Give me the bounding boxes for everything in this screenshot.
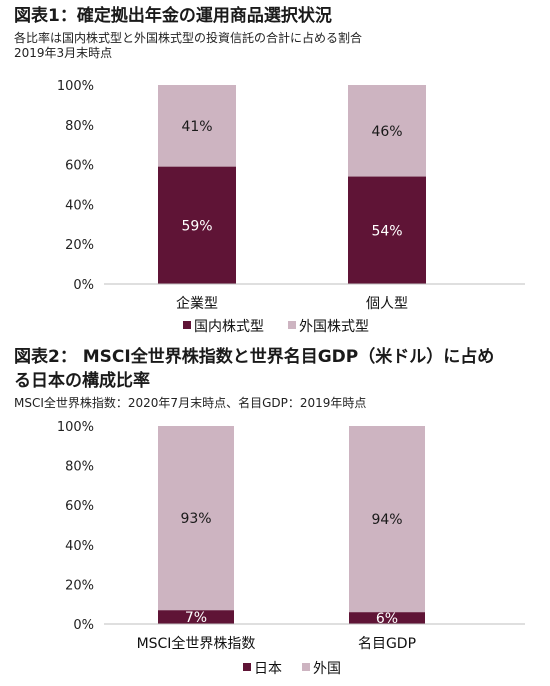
y-tick-label: 0% <box>73 618 94 633</box>
bar-segment <box>158 85 236 167</box>
y-tick-label: 20% <box>65 578 94 593</box>
category-label: 個人型 <box>366 296 408 312</box>
y-tick-label: 80% <box>65 119 94 134</box>
data-label: 59% <box>181 218 212 234</box>
bar-segment <box>349 612 425 624</box>
chart1-stacked-bar: 0% 20% 40% 60% 80% 100% 59% 41% 企業型 54% 46% 個人型国内株式… <box>57 79 525 335</box>
data-label: 6% <box>376 611 398 627</box>
y-tick-label: 0% <box>73 278 94 293</box>
bar-segment <box>348 176 426 284</box>
category-label: MSCI全世界株指数 <box>137 635 256 652</box>
chart2-subtitle: MSCI全世界株指数：2020年7月末時点、名目GDP：2019年時点 <box>14 396 367 410</box>
y-tick-label: 60% <box>65 159 94 174</box>
data-label: 94% <box>371 512 402 528</box>
legend-label: 外国 <box>313 661 341 677</box>
category-label: 企業型 <box>176 295 218 312</box>
y-tick-label: 20% <box>65 238 94 253</box>
legend-label: 国内株式型 <box>194 319 264 335</box>
chart1-date: 2019年3月末時点 <box>14 46 113 60</box>
chart1-title: 図表1：確定拠出年金の運用商品選択状況 <box>14 6 332 26</box>
bar-segment <box>349 426 425 613</box>
y-tick-label: 40% <box>65 198 94 213</box>
bar-segment <box>158 426 234 611</box>
data-label: 46% <box>371 124 402 140</box>
y-tick-label: 40% <box>65 539 94 554</box>
legend-label: 日本 <box>254 661 282 677</box>
category-label: 名目GDP <box>358 636 416 652</box>
data-label: 41% <box>181 119 212 135</box>
legend-swatch <box>302 663 310 671</box>
chart2-title-line1: 図表2： MSCI全世界株指数と世界名目GDP（米ドル）に占め <box>14 347 495 367</box>
bar-segment <box>158 166 236 284</box>
chart1-subtitle: 各比率は国内株式型と外国株式型の投資信託の合計に占める割合 <box>14 31 363 45</box>
chart2-stacked-bar: 0% 20% 40% 60% 80% 100% 7% 93% MSCI全世界株指数 6% 94% 名目… <box>57 420 525 677</box>
legend-swatch <box>243 663 251 671</box>
data-label: 54% <box>371 223 402 239</box>
data-label: 93% <box>180 511 211 527</box>
chart2-title-line2: る日本の構成比率 <box>14 371 150 391</box>
y-tick-label: 60% <box>65 499 94 514</box>
bar-segment <box>348 85 426 177</box>
legend-label: 外国株式型 <box>299 319 369 335</box>
y-tick-label: 100% <box>57 420 94 435</box>
legend-swatch <box>288 321 296 329</box>
bar-segment <box>158 610 234 624</box>
legend-swatch <box>183 321 191 329</box>
data-label: 7% <box>185 610 207 626</box>
y-tick-label: 80% <box>65 460 94 475</box>
y-tick-label: 100% <box>57 79 94 94</box>
